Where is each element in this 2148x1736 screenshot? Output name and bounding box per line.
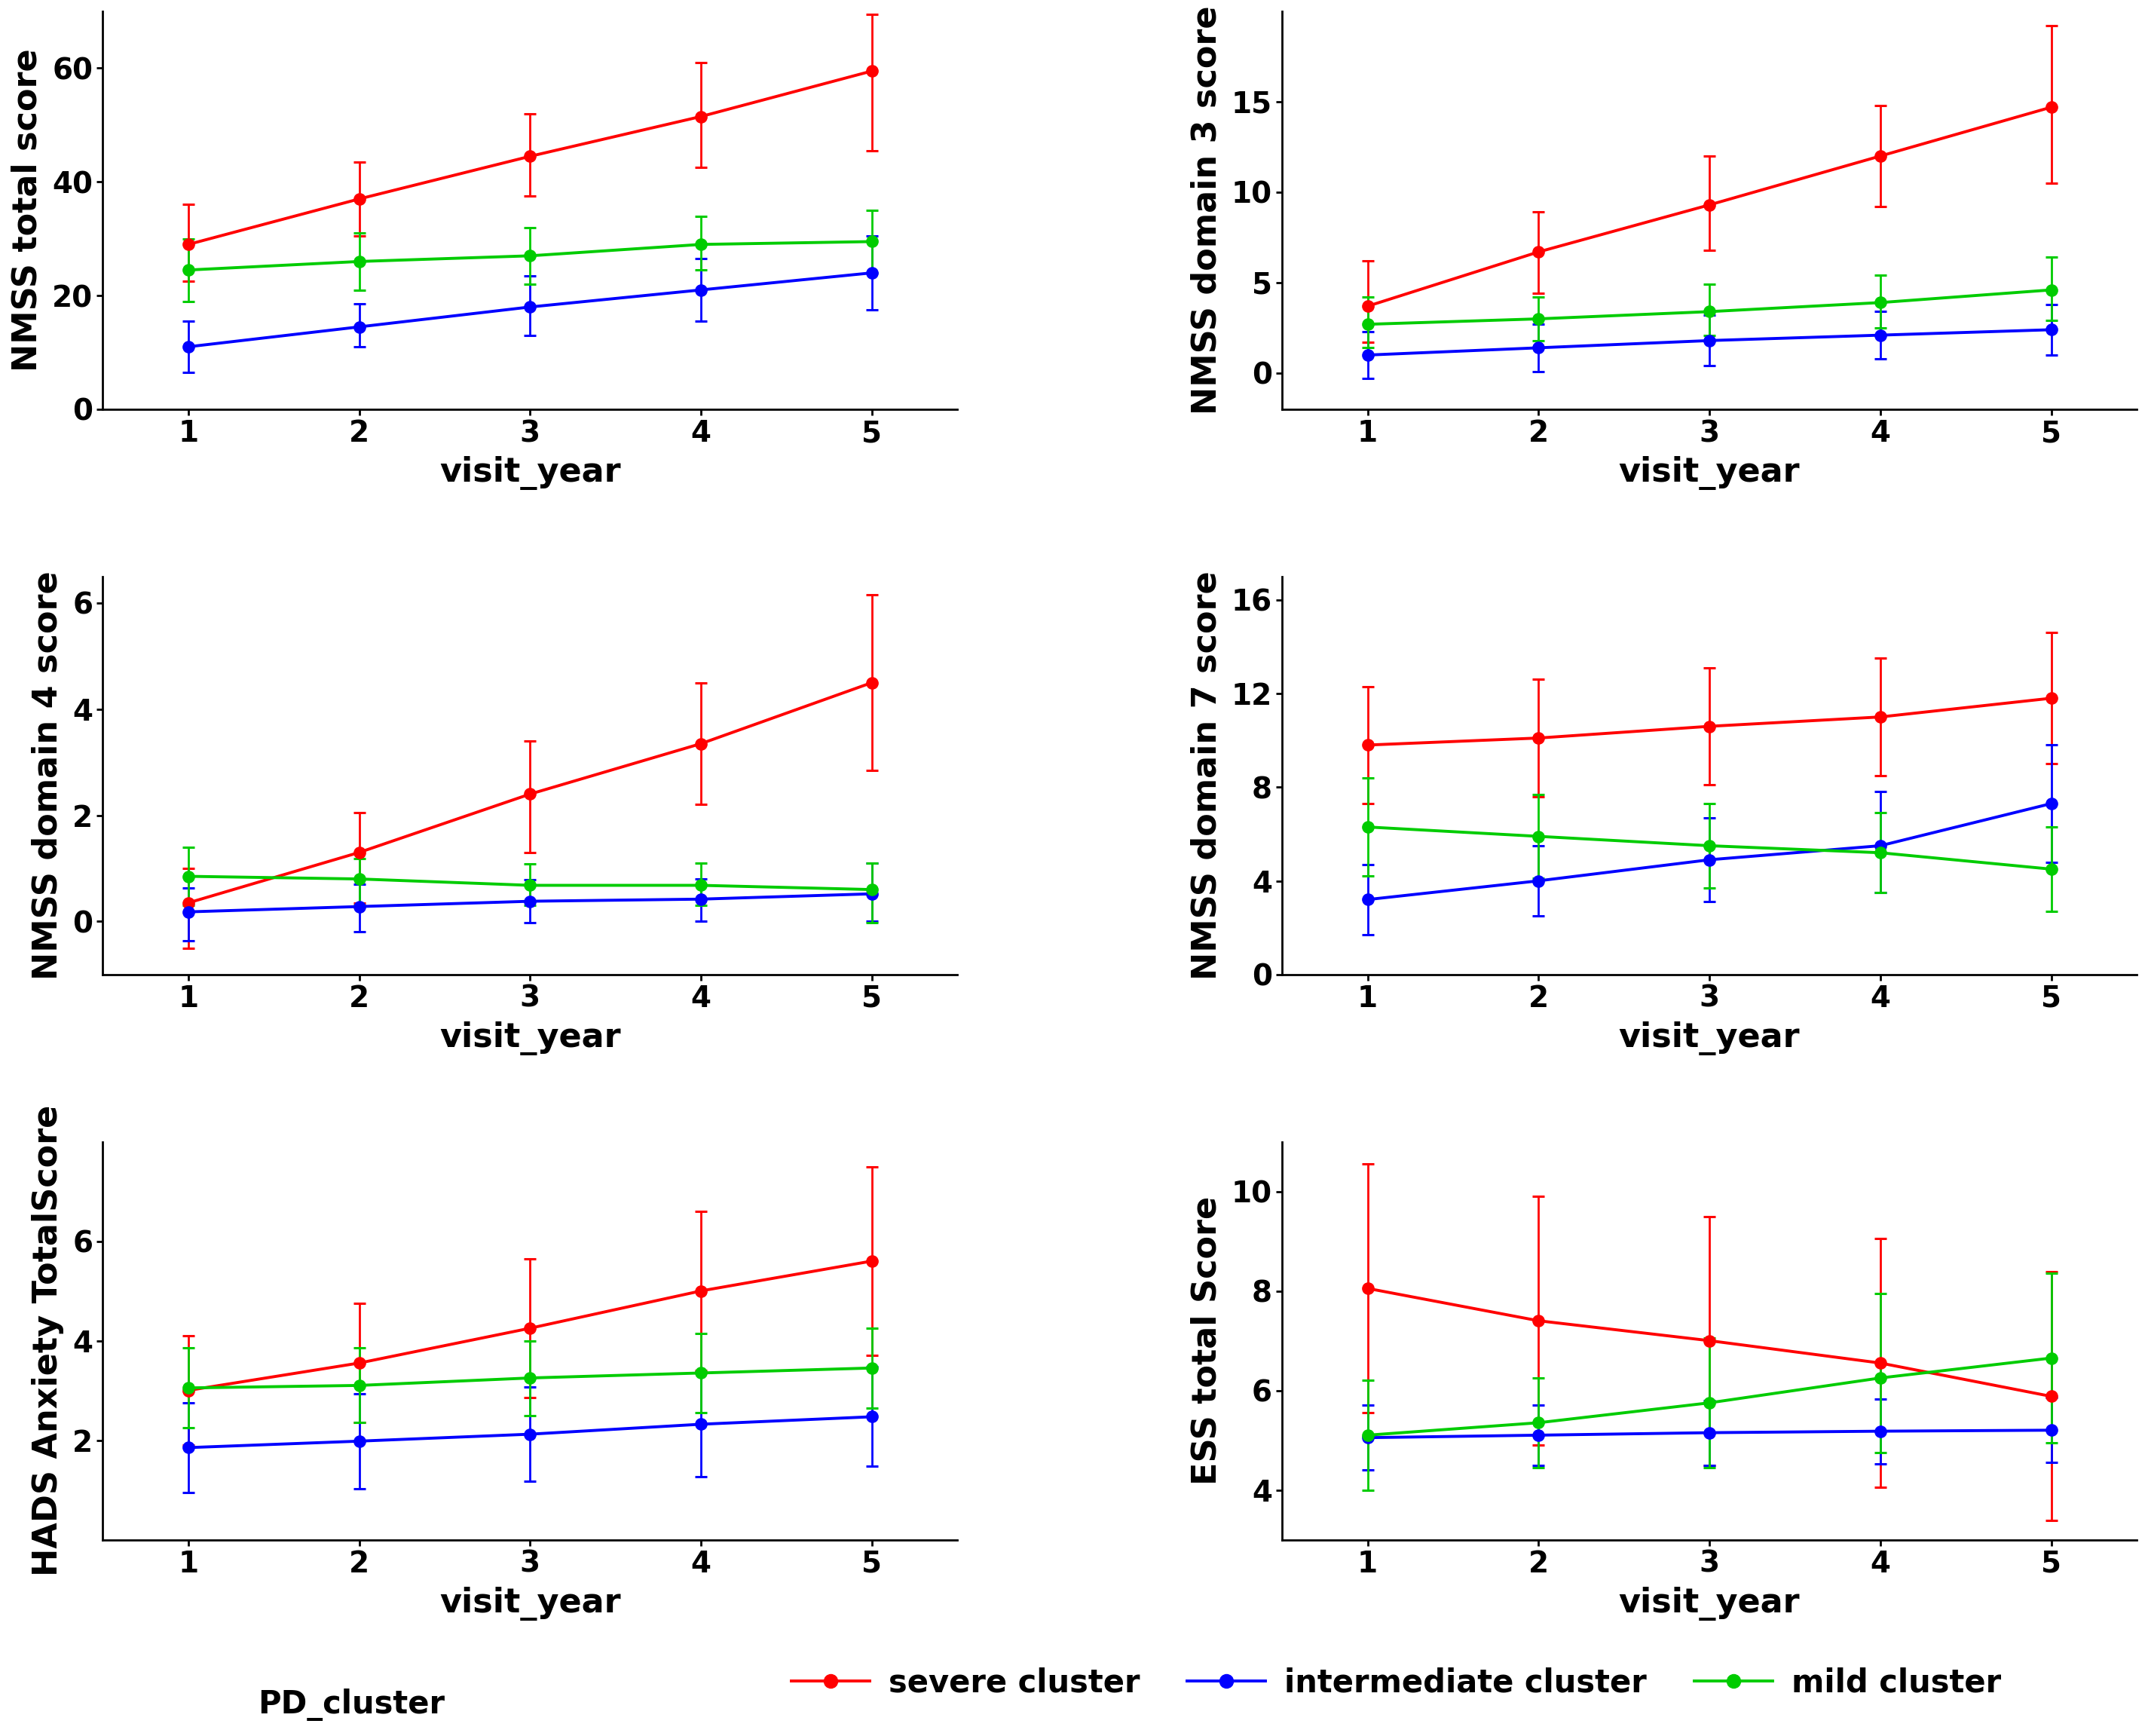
X-axis label: visit_year: visit_year [1620,1021,1800,1055]
X-axis label: visit_year: visit_year [440,1587,621,1620]
X-axis label: visit_year: visit_year [1620,457,1800,490]
Y-axis label: NMSS domain 3 score: NMSS domain 3 score [1190,5,1222,415]
X-axis label: visit_year: visit_year [1620,1587,1800,1620]
Y-axis label: HADS Anxiety TotalScore: HADS Anxiety TotalScore [32,1106,64,1576]
Y-axis label: ESS total Score: ESS total Score [1190,1196,1222,1484]
Legend: severe cluster, intermediate cluster, mild cluster: severe cluster, intermediate cluster, mi… [780,1654,2013,1712]
X-axis label: visit_year: visit_year [440,1021,621,1055]
X-axis label: visit_year: visit_year [440,457,621,490]
Text: PD_cluster: PD_cluster [258,1689,445,1720]
Y-axis label: NMSS domain 7 score: NMSS domain 7 score [1190,571,1222,981]
Y-axis label: NMSS total score: NMSS total score [11,49,43,372]
Y-axis label: NMSS domain 4 score: NMSS domain 4 score [32,571,64,981]
